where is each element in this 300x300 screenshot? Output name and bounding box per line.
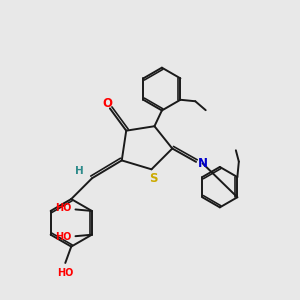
Text: O: O (103, 98, 112, 110)
Text: N: N (198, 157, 208, 170)
Text: S: S (150, 172, 158, 185)
Text: HO: HO (56, 232, 72, 242)
Text: HO: HO (56, 203, 72, 213)
Text: HO: HO (57, 268, 74, 278)
Text: H: H (75, 166, 84, 176)
